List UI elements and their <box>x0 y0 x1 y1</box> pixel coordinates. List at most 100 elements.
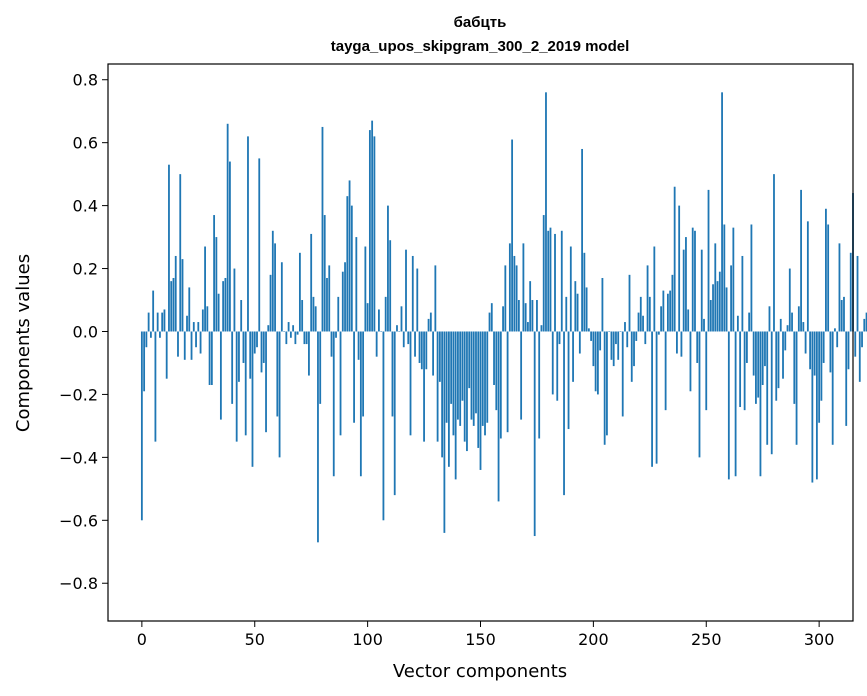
bar <box>572 331 574 382</box>
bar <box>197 322 200 332</box>
bar <box>486 331 489 423</box>
bar <box>303 331 306 345</box>
chart-subtitle: tayga_upos_skipgram_300_2_2019 model <box>331 38 630 55</box>
bar <box>156 312 159 332</box>
bar <box>429 312 432 332</box>
bar <box>400 306 403 332</box>
bar <box>384 296 387 332</box>
bar <box>231 331 234 404</box>
bar <box>513 255 516 332</box>
bar <box>576 293 579 332</box>
bar <box>615 331 617 345</box>
bar <box>617 331 620 360</box>
bar <box>481 331 484 426</box>
bar <box>190 331 193 360</box>
bar <box>714 243 717 332</box>
chart-title: бабцть <box>454 14 507 31</box>
plot-area-frame <box>107 63 854 622</box>
bar <box>800 189 802 332</box>
y-axis-label: Components values <box>13 254 34 432</box>
bar <box>305 331 308 345</box>
bar <box>350 205 353 332</box>
bar <box>499 331 502 439</box>
bar <box>353 331 355 423</box>
bar <box>262 331 265 363</box>
bar <box>594 331 597 392</box>
bar <box>861 331 863 348</box>
bar <box>145 331 148 348</box>
bar <box>298 252 301 332</box>
bar <box>154 331 157 442</box>
bar <box>463 331 466 442</box>
bar <box>840 300 843 332</box>
y-tick-label: 0.6 <box>73 134 98 153</box>
bar <box>603 331 606 445</box>
bar <box>517 300 520 332</box>
bar <box>802 322 805 332</box>
bar <box>806 221 809 332</box>
bar <box>296 331 299 335</box>
y-tick-label: 0.0 <box>73 322 98 341</box>
bar <box>745 331 748 363</box>
y-tick-label: 0.8 <box>73 71 98 90</box>
bar <box>845 331 848 426</box>
bar <box>265 331 267 433</box>
bar <box>547 230 550 332</box>
bar <box>328 265 331 332</box>
bar <box>727 331 730 480</box>
bar <box>569 246 572 332</box>
bar <box>657 331 660 335</box>
bar <box>827 224 830 332</box>
bar <box>511 139 514 332</box>
bar <box>779 318 782 332</box>
bar <box>357 331 360 360</box>
bar <box>170 281 173 332</box>
bar <box>468 331 471 389</box>
bar <box>646 265 649 332</box>
bar <box>206 306 209 332</box>
bar <box>508 243 511 332</box>
bar <box>811 331 814 483</box>
bar <box>678 205 681 332</box>
bar <box>691 227 694 332</box>
bar <box>308 331 310 376</box>
bar <box>204 246 206 332</box>
bar <box>238 331 240 382</box>
bar <box>391 331 394 417</box>
bar <box>292 325 295 332</box>
bar <box>585 287 588 332</box>
bar <box>398 331 401 332</box>
bar <box>863 318 866 332</box>
bar <box>195 331 197 348</box>
bar <box>551 331 554 395</box>
bar <box>310 233 313 332</box>
bar <box>438 331 441 382</box>
bar <box>208 331 211 385</box>
bar <box>242 331 245 363</box>
bar <box>147 312 150 332</box>
bar <box>662 290 665 332</box>
bar <box>768 306 771 332</box>
bar <box>793 331 796 404</box>
bar <box>432 331 434 376</box>
bar <box>210 331 213 385</box>
bar <box>289 331 292 338</box>
bar <box>244 331 247 436</box>
bar <box>558 331 561 345</box>
bar <box>748 312 751 332</box>
bar <box>784 331 787 351</box>
bar <box>355 237 358 332</box>
bar <box>199 331 202 354</box>
bar <box>786 325 789 332</box>
bar <box>215 237 218 332</box>
bar <box>416 268 419 332</box>
bar <box>280 262 283 332</box>
bar <box>540 325 543 332</box>
bar <box>696 331 699 363</box>
bar <box>269 274 272 332</box>
bar <box>172 277 175 332</box>
bar <box>542 215 545 332</box>
bar <box>578 331 581 354</box>
bar <box>461 331 464 401</box>
